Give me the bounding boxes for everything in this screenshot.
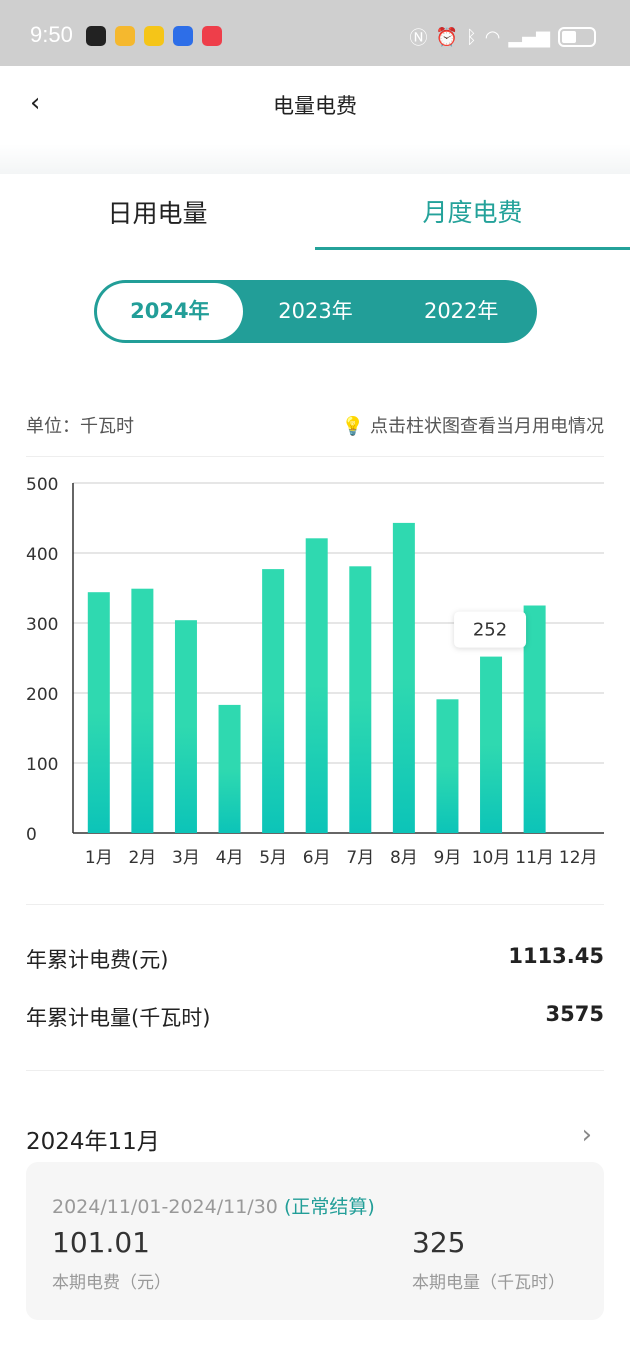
unit-label: 单位：千瓦时	[26, 416, 134, 437]
bill-usage: 325	[412, 1226, 466, 1259]
x-tick-label: 2月	[128, 848, 156, 868]
x-tick-label: 12月	[559, 848, 598, 868]
x-tick-label: 11月	[515, 848, 554, 868]
period-dates: 2024/11/01-2024/11/30	[52, 1196, 278, 1218]
annual-fee-value: 1113.45	[508, 944, 604, 968]
tab-bar: 日用电量 月度电费	[0, 174, 630, 250]
x-tick-label: 9月	[434, 848, 462, 868]
app-notification-icon	[173, 26, 193, 46]
annual-usage-value: 3575	[545, 1002, 604, 1026]
bar-11月[interactable]	[523, 605, 546, 834]
alarm-icon: ⏰	[435, 26, 458, 48]
x-tick-label: 7月	[346, 848, 374, 868]
weibo-icon	[115, 26, 135, 46]
year-2024[interactable]: 2024年	[97, 283, 243, 340]
status-bar: 9:50 Ⓝ ⏰ ᛒ ◠ ▂▄▆	[0, 0, 630, 66]
annual-usage-row: 年累计电量(千瓦时) 3575	[26, 1002, 604, 1032]
year-2023[interactable]: 2023年	[278, 299, 353, 323]
huawei-store-icon	[202, 26, 222, 46]
y-tick-label: 100	[26, 755, 58, 775]
y-tick-label: 0	[26, 825, 37, 845]
year-selector: 2024年 2023年 2022年	[94, 280, 537, 343]
nfc-icon: Ⓝ	[409, 28, 428, 49]
bar-6月[interactable]	[305, 538, 328, 833]
bar-7月[interactable]	[349, 566, 372, 833]
bill-card[interactable]: 2024/11/01-2024/11/30 (正常结算) 101.01 本期电费…	[26, 1162, 604, 1320]
bar-9月[interactable]	[436, 699, 459, 833]
x-tick-label: 5月	[259, 848, 287, 868]
bar-10月[interactable]	[480, 656, 503, 833]
detail-month: 2024年11月	[26, 1129, 160, 1155]
bluetooth-icon: ᛒ	[465, 26, 477, 48]
annual-fee-row: 年累计电费(元) 1113.45	[26, 944, 604, 974]
nav-bar: ‹ 电量电费	[0, 66, 630, 144]
battery-icon	[558, 27, 596, 47]
bill-period: 2024/11/01-2024/11/30 (正常结算)	[52, 1192, 375, 1219]
divider	[26, 456, 604, 457]
y-tick-label: 500	[26, 475, 58, 495]
bar-4月[interactable]	[218, 704, 241, 833]
chevron-right-icon[interactable]: ›	[581, 1120, 592, 1150]
tooltip-value: 252	[473, 620, 507, 641]
divider	[26, 904, 604, 905]
annual-fee-label: 年累计电费(元)	[26, 948, 169, 972]
bar-2月[interactable]	[131, 588, 154, 833]
signal-icon: ▂▄▆	[508, 26, 550, 48]
bill-fee-label: 本期电费（元）	[52, 1273, 171, 1293]
bar-1月[interactable]	[87, 592, 110, 833]
divider	[0, 144, 630, 174]
divider	[26, 1070, 604, 1071]
x-tick-label: 10月	[472, 848, 511, 868]
page-title: 电量电费	[273, 94, 357, 118]
bar-8月[interactable]	[392, 522, 415, 833]
back-icon[interactable]: ‹	[30, 88, 41, 118]
y-tick-label: 400	[26, 545, 58, 565]
tab-monthly-fee[interactable]: 月度电费	[315, 174, 630, 250]
lightbulb-icon: 💡	[341, 416, 365, 437]
app-notification-icon	[86, 26, 106, 46]
x-tick-label: 1月	[85, 848, 113, 868]
x-tick-label: 6月	[303, 848, 331, 868]
year-2022[interactable]: 2022年	[423, 299, 499, 323]
y-tick-label: 200	[26, 685, 58, 705]
tab-daily-usage[interactable]: 日用电量	[107, 199, 208, 228]
monthly-usage-chart[interactable]: 0 100 200 300 400 500 1月 2月 3月 4月 5月 6月 7月 8月 9月 10月 11月…	[0, 460, 630, 880]
bill-fee: 101.01	[52, 1226, 150, 1259]
meituan-icon	[144, 26, 164, 46]
y-tick-label: 300	[26, 615, 58, 635]
settlement-status: (正常结算)	[283, 1196, 375, 1218]
x-tick-label: 3月	[172, 848, 200, 868]
bill-usage-label: 本期电量（千瓦时）	[412, 1273, 565, 1293]
chart-hint: 💡 点击柱状图查看当月用电情况	[342, 412, 604, 438]
bar-3月[interactable]	[174, 620, 197, 833]
x-tick-label: 8月	[390, 848, 418, 868]
annual-usage-label: 年累计电量(千瓦时)	[26, 1006, 211, 1030]
chart-tooltip: 252	[454, 611, 527, 648]
x-tick-label: 4月	[216, 848, 244, 868]
hint-text: 点击柱状图查看当月用电情况	[370, 416, 604, 437]
clock: 9:50	[30, 22, 73, 47]
wifi-icon: ◠	[484, 26, 501, 48]
bar-5月[interactable]	[262, 569, 285, 833]
